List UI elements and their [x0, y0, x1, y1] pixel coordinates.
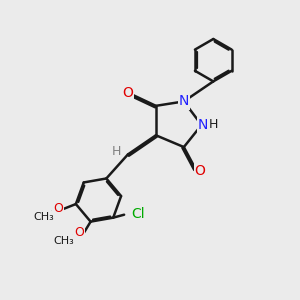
- Text: O: O: [74, 226, 84, 239]
- Text: CH₃: CH₃: [54, 236, 74, 246]
- Text: N: N: [179, 94, 189, 108]
- Text: CH₃: CH₃: [33, 212, 54, 222]
- Text: O: O: [195, 164, 206, 178]
- Text: Cl: Cl: [131, 207, 145, 221]
- Text: O: O: [53, 202, 63, 215]
- Text: N: N: [198, 118, 208, 132]
- Text: O: O: [122, 85, 134, 100]
- Text: H: H: [209, 118, 219, 131]
- Text: H: H: [112, 145, 122, 158]
